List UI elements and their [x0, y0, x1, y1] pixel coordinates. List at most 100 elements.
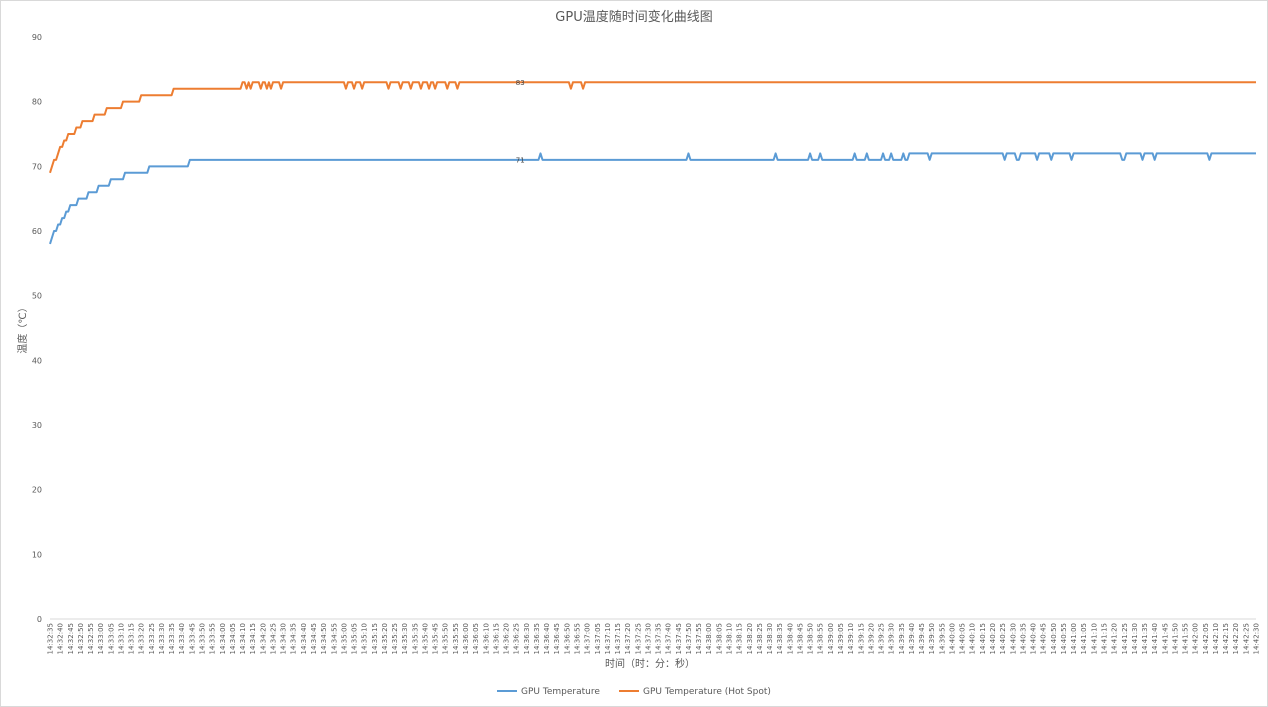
y-tick-label: 70 — [32, 162, 42, 171]
x-tick-label: 14:41:05 — [1080, 623, 1088, 654]
x-tick-label: 14:34:55 — [330, 623, 338, 654]
x-tick-label: 14:37:55 — [695, 623, 703, 654]
x-tick-labels: 14:32:35 14:32:40 14:32:45 14:32:50 14:32:55… — [47, 623, 1261, 654]
x-tick-label: 14:37:20 — [624, 623, 632, 654]
x-tick-label: 14:39:00 — [827, 623, 835, 654]
data-label: 71 — [516, 156, 525, 164]
x-tick-label: 14:36:10 — [482, 623, 490, 654]
x-tick-label: 14:42:25 — [1242, 623, 1250, 654]
x-tick-label: 14:33:10 — [117, 623, 125, 654]
x-tick-label: 14:40:35 — [1019, 623, 1027, 654]
x-tick-label: 14:38:40 — [786, 623, 794, 654]
x-tick-label: 14:36:05 — [472, 623, 480, 654]
x-tick-label: 14:34:00 — [219, 623, 227, 654]
x-tick-label: 14:38:55 — [817, 623, 825, 654]
x-tick-label: 14:36:45 — [553, 623, 561, 654]
x-tick-label: 14:38:10 — [726, 623, 734, 654]
x-tick-label: 14:38:35 — [776, 623, 784, 654]
x-tick-label: 14:35:15 — [371, 623, 379, 654]
x-tick-label: 14:39:45 — [918, 623, 926, 654]
x-tick-label: 14:33:45 — [188, 623, 196, 654]
x-tick-label: 14:40:15 — [979, 623, 987, 654]
series-lines — [49, 81, 1256, 245]
legend: GPU Temperature GPU Temperature (Hot Spo… — [497, 687, 771, 697]
x-tick-label: 14:33:40 — [178, 623, 186, 654]
y-axis-label: 温度（℃） — [16, 302, 29, 353]
x-tick-label: 14:41:20 — [1111, 623, 1119, 654]
x-tick-label: 14:35:30 — [401, 623, 409, 654]
x-tick-label: 14:42:30 — [1253, 623, 1261, 654]
x-tick-label: 14:33:50 — [199, 623, 207, 654]
x-tick-label: 14:41:10 — [1090, 623, 1098, 654]
x-tick-label: 14:40:20 — [989, 623, 997, 654]
x-tick-label: 14:37:45 — [675, 623, 683, 654]
x-tick-label: 14:34:50 — [320, 623, 328, 654]
x-tick-label: 14:32:35 — [47, 623, 55, 654]
x-tick-label: 14:38:50 — [807, 623, 815, 654]
x-tick-label: 14:40:45 — [1040, 623, 1048, 654]
x-tick-label: 14:35:50 — [442, 623, 450, 654]
x-tick-label: 14:38:30 — [766, 623, 774, 654]
x-tick-label: 14:39:40 — [908, 623, 916, 654]
x-tick-label: 14:35:00 — [340, 623, 348, 654]
x-tick-label: 14:32:40 — [57, 623, 65, 654]
x-tick-label: 14:35:35 — [411, 623, 419, 654]
y-tick-label: 20 — [32, 486, 42, 495]
x-tick-label: 14:35:40 — [421, 623, 429, 654]
x-tick-label: 14:34:15 — [249, 623, 257, 654]
x-tick-label: 14:36:25 — [513, 623, 521, 654]
x-tick-label: 14:39:05 — [837, 623, 845, 654]
x-tick-label: 14:34:05 — [229, 623, 237, 654]
series-line-0 — [49, 152, 1256, 245]
x-tick-label: 14:35:55 — [452, 623, 460, 654]
x-tick-label: 14:34:35 — [290, 623, 298, 654]
legend-label-gpu-hot-spot: GPU Temperature (Hot Spot) — [643, 687, 771, 697]
x-tick-label: 14:42:20 — [1232, 623, 1240, 654]
x-tick-label: 14:37:40 — [665, 623, 673, 654]
x-tick-label: 14:37:15 — [614, 623, 622, 654]
x-tick-label: 14:41:55 — [1182, 623, 1190, 654]
x-tick-label: 14:36:50 — [563, 623, 571, 654]
y-tick-labels: 0 10 20 30 40 50 60 70 80 90 — [32, 33, 42, 624]
x-tick-label: 14:34:30 — [280, 623, 288, 654]
x-tick-label: 14:40:40 — [1030, 623, 1038, 654]
x-tick-label: 14:39:35 — [898, 623, 906, 654]
x-tick-label: 14:36:15 — [492, 623, 500, 654]
x-tick-label: 14:37:00 — [584, 623, 592, 654]
x-tick-label: 14:42:00 — [1192, 623, 1200, 654]
x-tick-label: 14:41:00 — [1070, 623, 1078, 654]
legend-label-gpu-temperature: GPU Temperature — [521, 687, 600, 697]
x-tick-label: 14:39:25 — [878, 623, 886, 654]
x-tick-label: 14:42:05 — [1202, 623, 1210, 654]
y-tick-label: 50 — [32, 292, 42, 301]
x-tick-label: 14:36:35 — [533, 623, 541, 654]
x-tick-label: 14:33:05 — [107, 623, 115, 654]
x-tick-label: 14:36:20 — [503, 623, 511, 654]
x-tick-label: 14:38:20 — [746, 623, 754, 654]
x-tick-label: 14:33:20 — [138, 623, 146, 654]
x-tick-label: 14:37:30 — [644, 623, 652, 654]
x-tick-label: 14:37:25 — [634, 623, 642, 654]
x-tick-label: 14:35:45 — [432, 623, 440, 654]
x-tick-label: 14:38:05 — [715, 623, 723, 654]
x-tick-label: 14:33:55 — [209, 623, 217, 654]
x-tick-label: 14:33:35 — [168, 623, 176, 654]
data-label: 83 — [516, 79, 525, 87]
x-tick-label: 14:32:50 — [77, 623, 85, 654]
x-tick-label: 14:38:00 — [705, 623, 713, 654]
y-tick-label: 80 — [32, 98, 42, 107]
data-labels: 71 83 — [516, 79, 525, 165]
x-tick-label: 14:41:30 — [1131, 623, 1139, 654]
x-tick-label: 14:33:15 — [128, 623, 136, 654]
x-tick-label: 14:39:30 — [888, 623, 896, 654]
x-tick-label: 14:38:15 — [736, 623, 744, 654]
y-tick-label: 60 — [32, 227, 42, 236]
x-tick-label: 14:39:10 — [847, 623, 855, 654]
x-tick-label: 14:37:35 — [655, 623, 663, 654]
x-tick-label: 14:37:05 — [594, 623, 602, 654]
x-tick-label: 14:34:10 — [239, 623, 247, 654]
x-tick-label: 14:39:55 — [938, 623, 946, 654]
y-tick-label: 40 — [32, 356, 42, 365]
chart-title: GPU温度随时间变化曲线图 — [555, 9, 712, 25]
